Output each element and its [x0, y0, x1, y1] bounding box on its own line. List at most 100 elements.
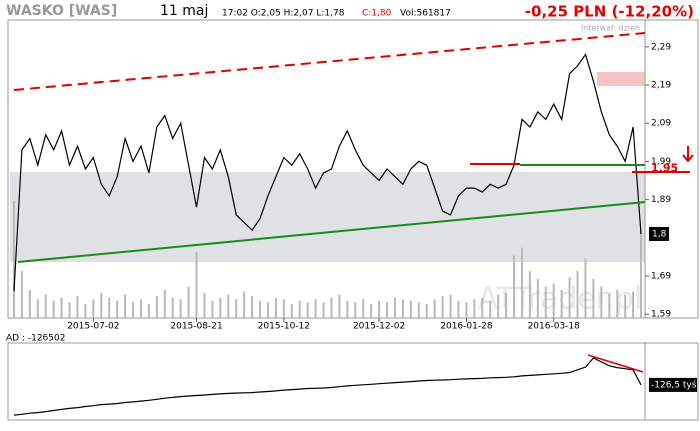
interval: Interwał: dzień — [581, 24, 640, 33]
x-tick-label: 2015-12-02 — [353, 322, 405, 332]
volume-bar — [433, 299, 436, 318]
ad-label: -126,5 tyś — [651, 379, 697, 390]
volume-bar — [616, 289, 619, 318]
trend-line — [13, 32, 646, 91]
volume-bar — [84, 303, 87, 318]
volume-bar — [44, 294, 47, 318]
close: C:1,80 — [362, 9, 392, 19]
volume-bar — [322, 302, 325, 318]
volume-bar — [179, 299, 182, 318]
volume-bar — [632, 291, 635, 318]
volume-bar — [544, 286, 547, 318]
volume-bar — [290, 303, 293, 318]
volume: Vol:561817 — [400, 9, 451, 19]
volume-bar — [243, 291, 246, 318]
volume-bar — [195, 252, 198, 318]
volume-bar — [28, 289, 31, 318]
volume-bar — [100, 293, 103, 318]
volume-bar — [552, 283, 555, 318]
zone-red — [597, 72, 645, 86]
volume-bar — [171, 297, 174, 318]
volume-bar — [354, 302, 357, 318]
volume-bar — [68, 302, 71, 318]
volume-bar — [282, 299, 285, 318]
volume-bar — [536, 278, 539, 318]
arrow — [682, 146, 694, 163]
volume-bar — [465, 302, 468, 318]
volume-bar — [259, 300, 262, 318]
trend-line — [587, 354, 644, 373]
volume-bar — [505, 293, 508, 318]
symbol: WASKO [WAS] — [6, 3, 117, 19]
marker-box — [649, 226, 669, 241]
volume-bar — [274, 297, 277, 318]
volume-bar — [528, 271, 531, 318]
volume-bar — [449, 294, 452, 318]
volume-bar — [12, 200, 15, 318]
volume-bar — [560, 289, 563, 318]
volume-bar — [386, 302, 389, 318]
volume-bar — [393, 297, 396, 318]
quote: 17:02 O:2,05 H:2,07 L:1,78 — [222, 9, 345, 19]
volume-bar — [124, 294, 127, 318]
main-frame — [7, 19, 699, 319]
volume-bar — [251, 296, 254, 318]
y-tick-label: 1,69 — [651, 271, 671, 281]
y-tick-label: 2,19 — [651, 81, 671, 91]
volume-bar — [60, 297, 63, 318]
volume-bar — [592, 278, 595, 318]
volume-bar — [227, 294, 230, 318]
volume-bar — [346, 300, 349, 318]
volume-bar — [147, 303, 150, 318]
volume-bar — [370, 303, 373, 318]
volume-bar — [520, 247, 523, 318]
x-tick-label: 2016-01-28 — [440, 322, 493, 332]
volume-bar — [600, 286, 603, 318]
volume-bar — [132, 302, 135, 318]
y-tick-label: 2,29 — [651, 42, 671, 52]
volume-bar — [640, 230, 643, 318]
volume-bar — [576, 271, 579, 318]
volume-bar — [20, 271, 23, 318]
y-tick-label: 1,59 — [651, 310, 671, 320]
marker-label: 1,95 — [651, 162, 678, 175]
price-line — [13, 53, 642, 292]
y-tick-label: 2,09 — [651, 119, 671, 129]
volume-bar — [139, 299, 142, 318]
volume-bar — [108, 297, 111, 318]
volume-bar — [306, 302, 309, 318]
ad-frame — [7, 342, 699, 421]
volume-bar — [425, 303, 428, 318]
volume-bar — [314, 299, 317, 318]
volume-bar — [513, 255, 516, 318]
volume-bar — [36, 299, 39, 318]
ad-label-box — [649, 377, 697, 392]
volume-bar — [608, 293, 611, 318]
volume-bar — [330, 297, 333, 318]
volume-bar — [92, 299, 95, 318]
volume-bar — [266, 302, 269, 318]
volume-bar — [497, 294, 500, 318]
volume-bar — [409, 300, 412, 318]
volume-bar — [624, 294, 627, 318]
x-tick-label: 2016-03-18 — [528, 322, 581, 332]
volume-bar — [417, 302, 420, 318]
volume-bar — [219, 297, 222, 318]
volume-bar — [338, 294, 341, 318]
volume-bar — [52, 300, 55, 318]
volume-bar — [298, 300, 301, 318]
volume-bar — [155, 296, 158, 318]
x-tick-label: 2015-10-12 — [258, 322, 310, 332]
volume-bar — [203, 293, 206, 318]
volume-bar — [163, 289, 166, 318]
volume-bar — [76, 296, 79, 318]
volume-bar — [401, 299, 404, 318]
volume-bar — [481, 297, 484, 318]
ad-title: AD : -126502 — [6, 334, 65, 344]
volume-bar — [441, 296, 444, 318]
volume-bar — [489, 300, 492, 318]
zone — [10, 172, 645, 262]
date: 11 maj — [160, 3, 208, 19]
volume-bar — [116, 300, 119, 318]
